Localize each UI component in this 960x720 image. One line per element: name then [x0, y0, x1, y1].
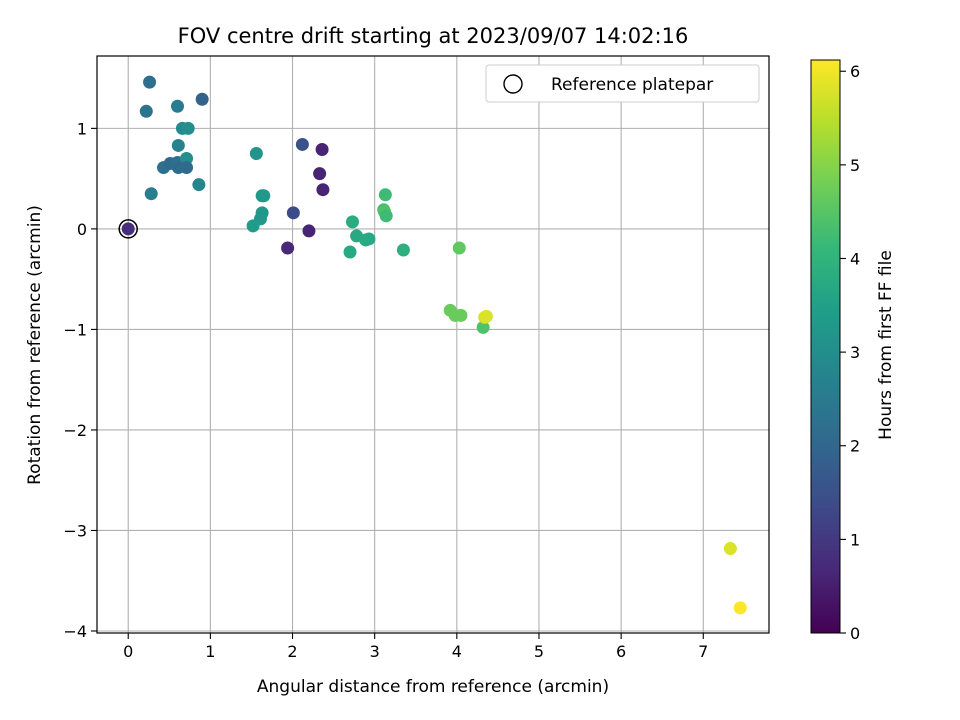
scatter-point	[316, 183, 330, 197]
scatter-point	[476, 320, 490, 334]
colorbar-gradient	[810, 59, 841, 634]
y-tick-label: 0	[77, 220, 87, 239]
x-tick-label: 3	[370, 642, 380, 661]
grid	[97, 56, 769, 633]
scatter-point	[396, 243, 410, 257]
legend: Reference platepar	[485, 64, 760, 103]
plot-area: 0 1 2 3 4 5 6 7 −4 −3 −2 −1 0 1	[63, 55, 770, 661]
scatter-point	[281, 241, 295, 255]
scatter-point	[723, 542, 737, 556]
scatter-point	[313, 167, 327, 181]
colorbar-tick-label: 4	[850, 249, 860, 268]
scatter-point	[180, 152, 194, 166]
scatter-point	[143, 75, 157, 89]
legend-marker	[503, 74, 523, 94]
colorbar-tick-label: 0	[850, 624, 860, 643]
legend-box	[485, 64, 760, 103]
scatter-point	[454, 308, 468, 322]
colorbar-tick-label: 2	[850, 437, 860, 456]
x-tick-label: 6	[616, 642, 626, 661]
x-tick-label: 4	[452, 642, 462, 661]
y-tick-label: −4	[63, 622, 87, 641]
chart-title: FOV centre drift starting at 2023/09/07 …	[178, 24, 689, 48]
plot-background	[97, 56, 769, 633]
scatter-point	[171, 99, 185, 113]
x-tick-label: 2	[287, 642, 297, 661]
x-tick-label: 1	[205, 642, 215, 661]
plot-frame	[96, 55, 770, 634]
scatter-point	[181, 121, 195, 135]
scatter-point	[362, 232, 376, 246]
scatter-point	[295, 137, 309, 151]
x-tick-label: 5	[534, 642, 544, 661]
scatter-points	[121, 75, 747, 615]
scatter-point	[144, 187, 158, 201]
colorbar-tick-label: 5	[850, 156, 860, 175]
scatter-point	[378, 188, 392, 202]
x-axis-ticks: 0 1 2 3 4 5 6 7	[123, 633, 708, 661]
scatter-point	[195, 92, 209, 106]
x-axis-label: Angular distance from reference (arcmin)	[257, 677, 609, 697]
scatter-point	[257, 189, 271, 203]
scatter-point	[452, 241, 466, 255]
reference-point	[118, 219, 138, 239]
scatter-point	[315, 142, 329, 156]
scatter-point	[343, 245, 357, 259]
colorbar-tick-label: 1	[850, 530, 860, 549]
scatter-point	[192, 178, 206, 192]
x-tick-label: 7	[698, 642, 708, 661]
colorbar-label: Hours from first FF file	[876, 250, 896, 440]
scatter-point	[171, 138, 185, 152]
y-tick-label: −3	[63, 521, 87, 540]
legend-entry: Reference platepar	[551, 75, 713, 95]
scatter-point	[733, 601, 747, 615]
y-tick-label: −1	[63, 320, 87, 339]
scatter-point	[302, 224, 316, 238]
scatter-point	[379, 209, 393, 223]
scatter-point	[139, 104, 153, 118]
y-axis-label: Rotation from reference (arcmin)	[25, 205, 45, 485]
y-tick-label: 1	[77, 119, 87, 138]
y-axis-ticks: −4 −3 −2 −1 0 1	[63, 119, 97, 641]
scatter-point	[249, 147, 263, 161]
reference-marker	[118, 219, 138, 239]
scatter-point	[479, 309, 493, 323]
colorbar: 0 1 2 3 4 5 6 Hours from first FF file	[810, 59, 896, 643]
colorbar-tick-label: 6	[850, 62, 860, 81]
scatter-point	[286, 206, 300, 220]
scatter-point	[246, 219, 260, 233]
y-tick-label: −2	[63, 421, 87, 440]
scatter-point	[345, 215, 359, 229]
colorbar-ticks: 0 1 2 3 4 5 6	[840, 62, 860, 643]
scatter-point	[121, 222, 135, 236]
scatter-point	[180, 161, 194, 175]
x-tick-label: 0	[123, 642, 133, 661]
colorbar-tick-label: 3	[850, 343, 860, 362]
